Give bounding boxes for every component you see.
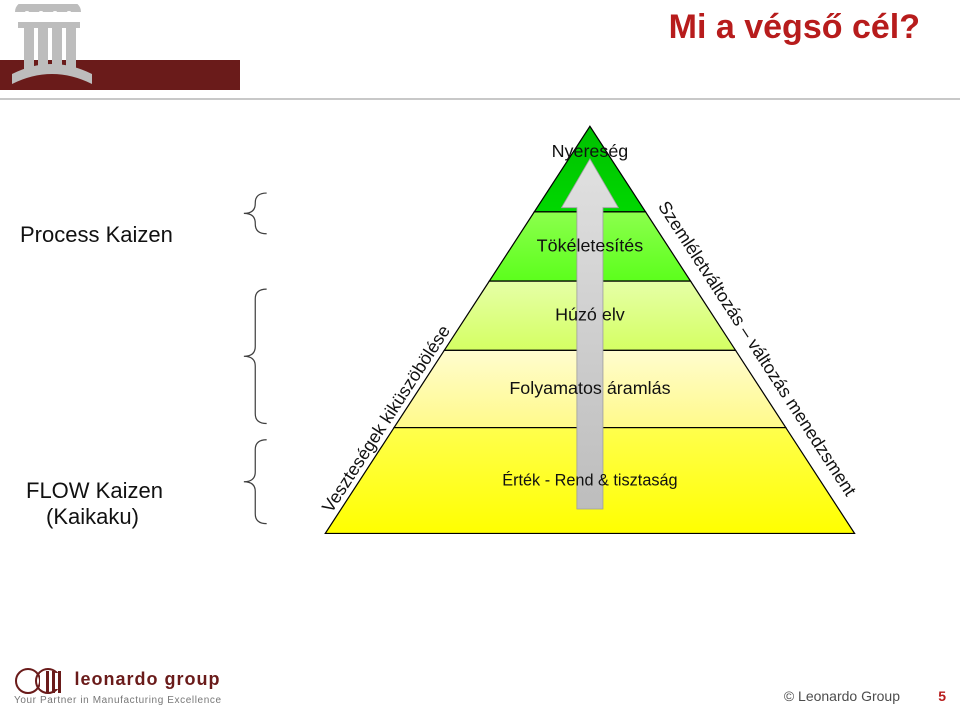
slide-page: Mi a végső cél? Érték - Rend & tisztaság… <box>0 0 960 712</box>
footer-logo: leonardo group Your Partner in Manufactu… <box>14 667 222 706</box>
flow-kaizen-label-2: (Kaikaku) <box>46 504 139 530</box>
brand-tagline: Your Partner in Manufacturing Excellence <box>14 695 222 706</box>
pyramid-diagram: Érték - Rend & tisztaság Folyamatos áraml… <box>0 110 960 680</box>
header-underline <box>0 98 960 100</box>
slide-title: Mi a végső cél? <box>669 8 920 47</box>
process-kaizen-label: Process Kaizen <box>20 222 173 248</box>
column-logo <box>12 4 92 94</box>
svg-text:Nyereség: Nyereség <box>552 141 629 161</box>
flow-kaizen-label-1: FLOW Kaizen <box>26 478 163 504</box>
svg-text:Húzó elv: Húzó elv <box>555 304 625 324</box>
brand-name: leonardo group <box>74 669 220 689</box>
svg-text:Tökéletesítés: Tökéletesítés <box>537 235 644 255</box>
svg-text:Folyamatos áramlás: Folyamatos áramlás <box>509 378 670 398</box>
page-number: 5 <box>938 688 946 704</box>
copyright-text: © Leonardo Group <box>784 688 900 704</box>
svg-text:Érték - Rend & tisztaság: Érték - Rend & tisztaság <box>502 470 677 489</box>
